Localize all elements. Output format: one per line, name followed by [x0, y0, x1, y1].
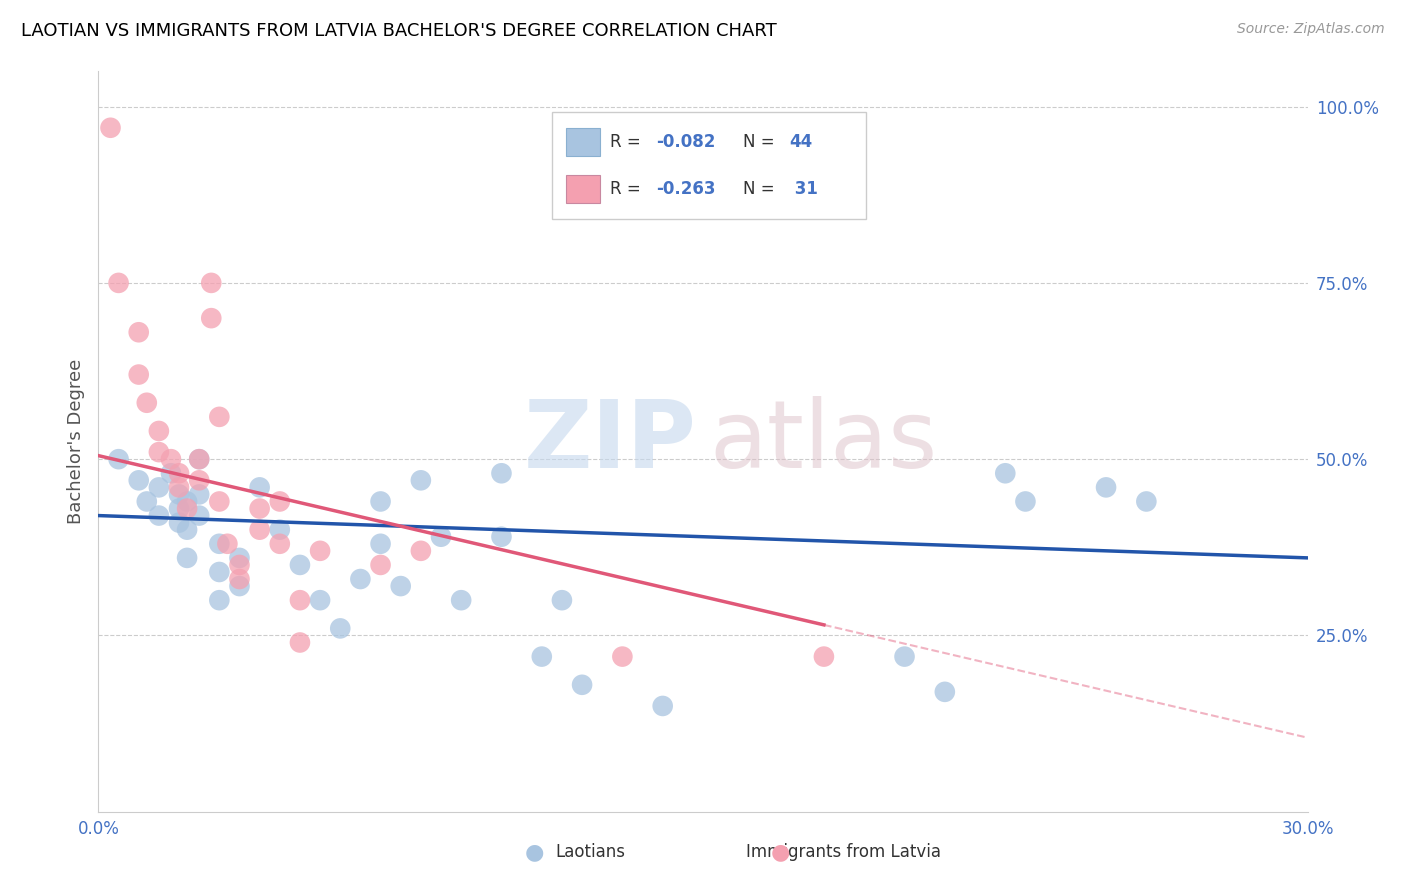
Point	[288, 558, 311, 572]
Point	[176, 501, 198, 516]
Text: N =: N =	[742, 180, 780, 198]
Y-axis label: Bachelor's Degree: Bachelor's Degree	[66, 359, 84, 524]
Point	[135, 494, 157, 508]
Point	[491, 530, 513, 544]
Text: ZIP: ZIP	[524, 395, 697, 488]
Text: Laotians: Laotians	[555, 843, 626, 861]
Text: atlas: atlas	[709, 395, 938, 488]
Point	[530, 649, 553, 664]
Point	[188, 487, 211, 501]
Point	[208, 537, 231, 551]
Point	[389, 579, 412, 593]
Point	[612, 649, 634, 664]
Text: Immigrants from Latvia: Immigrants from Latvia	[747, 843, 941, 861]
Point	[167, 480, 190, 494]
Point	[128, 368, 150, 382]
FancyBboxPatch shape	[567, 128, 600, 156]
Point	[269, 523, 291, 537]
Point	[249, 501, 271, 516]
Point	[309, 544, 332, 558]
Point	[148, 424, 170, 438]
Point	[329, 621, 352, 635]
Point	[370, 494, 392, 508]
Point	[228, 550, 250, 565]
Text: R =: R =	[610, 180, 645, 198]
Point	[128, 473, 150, 487]
Point	[188, 452, 211, 467]
Point	[148, 445, 170, 459]
Text: ●: ●	[524, 842, 544, 862]
Point	[100, 120, 122, 135]
Point	[551, 593, 574, 607]
Text: 31: 31	[789, 180, 818, 198]
Point	[167, 516, 190, 530]
Point	[228, 579, 250, 593]
Point	[148, 508, 170, 523]
Point	[893, 649, 915, 664]
Point	[409, 473, 432, 487]
Text: 44: 44	[789, 133, 813, 151]
Point	[370, 558, 392, 572]
Point	[188, 452, 211, 467]
FancyBboxPatch shape	[567, 176, 600, 203]
Text: LAOTIAN VS IMMIGRANTS FROM LATVIA BACHELOR'S DEGREE CORRELATION CHART: LAOTIAN VS IMMIGRANTS FROM LATVIA BACHEL…	[21, 22, 778, 40]
Point	[409, 544, 432, 558]
Point	[167, 501, 190, 516]
Point	[269, 537, 291, 551]
Point	[176, 523, 198, 537]
Point	[288, 635, 311, 649]
Point	[269, 494, 291, 508]
Point	[450, 593, 472, 607]
Point	[288, 593, 311, 607]
Point	[934, 685, 956, 699]
Point	[167, 467, 190, 481]
Point	[228, 558, 250, 572]
Point	[228, 572, 250, 586]
Point	[1014, 494, 1036, 508]
Point	[208, 494, 231, 508]
Point	[160, 467, 183, 481]
Point	[176, 550, 198, 565]
Point	[349, 572, 371, 586]
Point	[571, 678, 593, 692]
Point	[249, 480, 271, 494]
Point	[249, 523, 271, 537]
Point	[1135, 494, 1157, 508]
Text: Source: ZipAtlas.com: Source: ZipAtlas.com	[1237, 22, 1385, 37]
Point	[208, 409, 231, 424]
Text: -0.263: -0.263	[655, 180, 716, 198]
Point	[176, 494, 198, 508]
Point	[188, 508, 211, 523]
Point	[148, 480, 170, 494]
Point	[188, 473, 211, 487]
Text: ●: ●	[770, 842, 790, 862]
Point	[200, 311, 222, 326]
Point	[994, 467, 1017, 481]
Point	[200, 276, 222, 290]
Text: N =: N =	[742, 133, 780, 151]
Point	[208, 593, 231, 607]
Point	[160, 452, 183, 467]
Point	[813, 649, 835, 664]
Text: R =: R =	[610, 133, 645, 151]
Text: -0.082: -0.082	[655, 133, 716, 151]
Point	[167, 487, 190, 501]
Point	[107, 276, 129, 290]
Point	[217, 537, 239, 551]
Point	[128, 325, 150, 339]
Point	[135, 396, 157, 410]
Point	[430, 530, 453, 544]
Point	[309, 593, 332, 607]
Point	[651, 698, 673, 713]
Point	[107, 452, 129, 467]
Point	[370, 537, 392, 551]
Point	[208, 565, 231, 579]
Point	[1095, 480, 1118, 494]
FancyBboxPatch shape	[551, 112, 866, 219]
Point	[491, 467, 513, 481]
